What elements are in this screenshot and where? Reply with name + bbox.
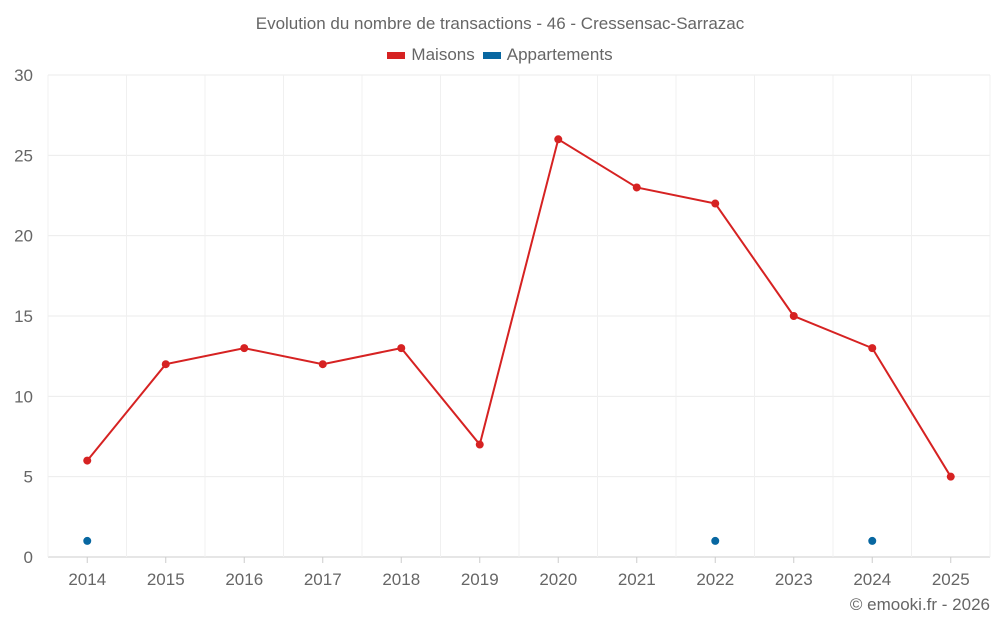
- y-tick-label: 30: [14, 66, 33, 85]
- data-point-maisons: [789, 312, 798, 320]
- y-tick-label: 0: [24, 548, 33, 567]
- x-tick-label: 2025: [932, 570, 970, 589]
- data-point-maisons: [554, 135, 563, 144]
- data-point-appartements: [711, 536, 720, 545]
- legend-label-appartements: Appartements: [506, 45, 613, 64]
- y-tick-label: 15: [14, 307, 33, 326]
- y-tick-label: 10: [14, 387, 33, 406]
- data-point-maisons: [397, 344, 406, 353]
- data-point-maisons: [711, 199, 720, 208]
- x-tick-label: 2018: [382, 570, 420, 589]
- x-tick-label: 2022: [696, 570, 734, 589]
- x-tick-label: 2014: [68, 570, 106, 589]
- credit: © emooki.fr - 2026: [849, 595, 990, 614]
- data-point-maisons: [475, 440, 484, 449]
- data-point-maisons: [161, 360, 170, 369]
- data-point-maisons: [83, 456, 92, 465]
- x-tick-label: 2016: [225, 570, 263, 589]
- x-tick-label: 2021: [618, 570, 656, 589]
- legend-item-appartements[interactable]: Appartements: [482, 45, 613, 65]
- legend: Maisons Appartements: [0, 45, 1000, 65]
- data-point-maisons: [632, 183, 641, 192]
- x-tick-label: 2017: [304, 570, 342, 589]
- legend-swatch-appartements: [482, 51, 501, 59]
- x-tick-label: 2020: [539, 570, 577, 589]
- legend-swatch-maisons: [387, 51, 406, 59]
- x-tick-label: 2015: [147, 570, 185, 589]
- data-point-appartements: [868, 536, 877, 545]
- x-tick-label: 2024: [853, 570, 891, 589]
- y-tick-label: 20: [14, 227, 33, 246]
- series-line-maisons: [86, 137, 952, 478]
- data-point-maisons: [240, 344, 249, 353]
- data-point-appartements: [83, 536, 92, 545]
- y-tick-label: 5: [24, 468, 33, 487]
- data-point-maisons: [868, 344, 877, 353]
- data-point-maisons: [318, 360, 327, 369]
- legend-item-maisons[interactable]: Maisons: [387, 45, 475, 65]
- x-tick-label: 2019: [461, 570, 499, 589]
- legend-label-maisons: Maisons: [411, 45, 475, 64]
- y-tick-label: 25: [14, 146, 33, 165]
- data-point-maisons: [946, 472, 955, 481]
- chart-title: Evolution du nombre de transactions - 46…: [255, 14, 745, 33]
- x-tick-label: 2023: [775, 570, 813, 589]
